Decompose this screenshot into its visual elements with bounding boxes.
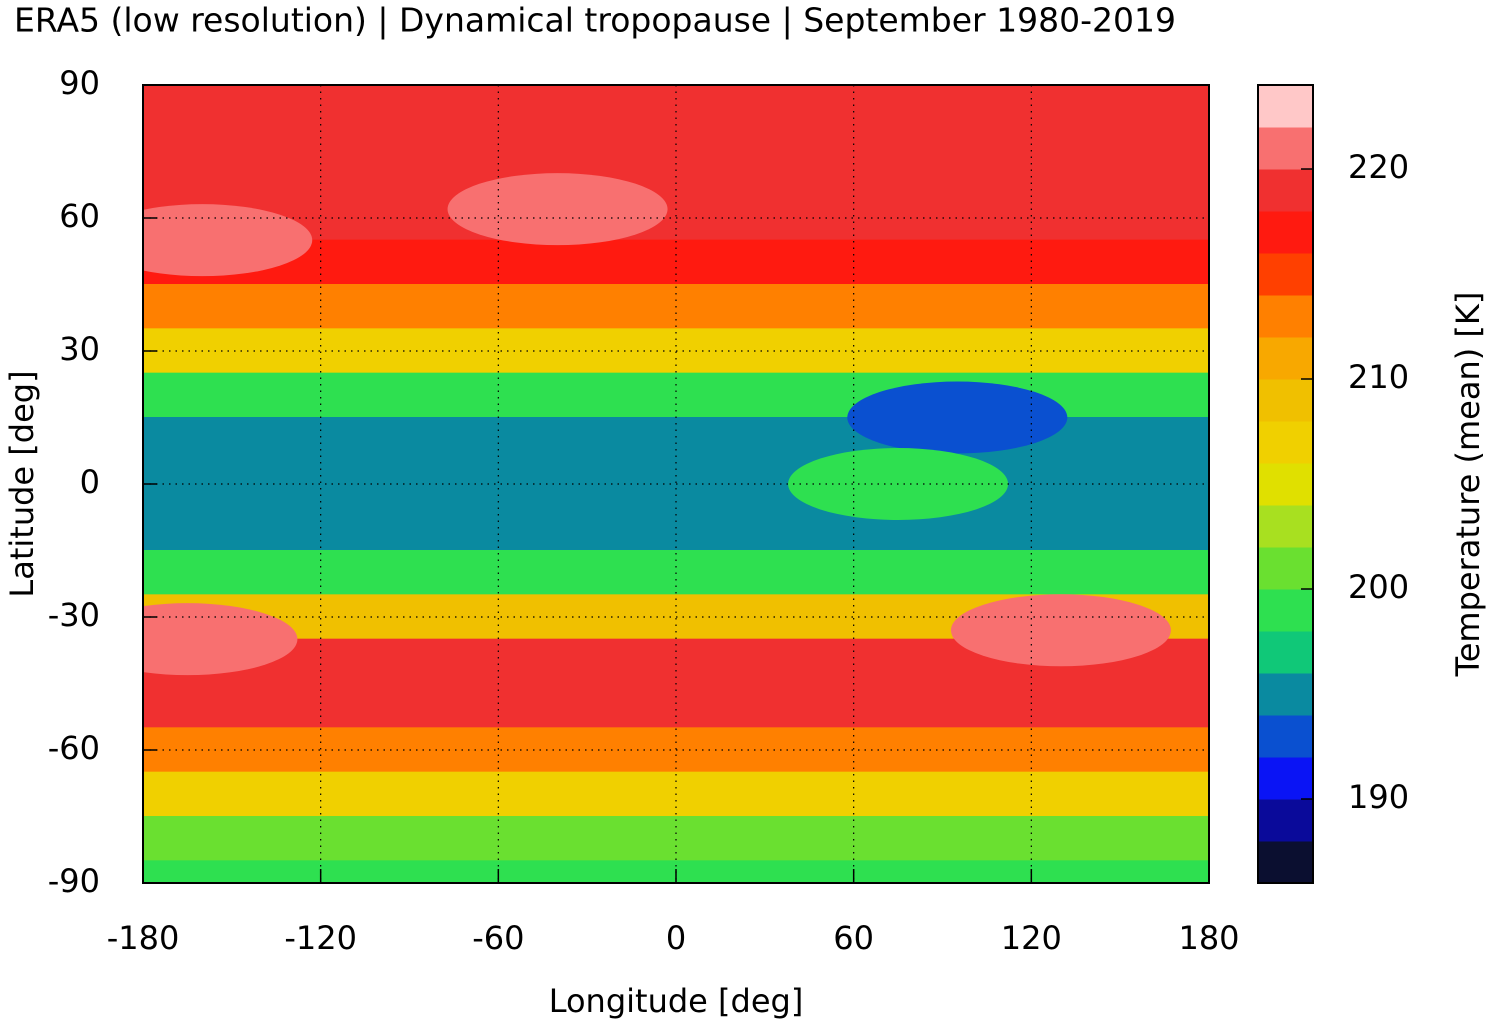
colorbar-swatch xyxy=(1258,127,1313,170)
field-band xyxy=(143,106,1209,152)
field-feature xyxy=(143,204,313,277)
colorbar-swatch xyxy=(1258,379,1313,422)
y-tick-label: -90 xyxy=(48,862,100,900)
field-feature xyxy=(847,381,1068,454)
plot-frame xyxy=(142,84,1210,884)
x-tick-label: 180 xyxy=(1178,919,1239,957)
colorbar-frame xyxy=(1257,84,1314,884)
x-tick-label: 0 xyxy=(666,919,686,957)
field-band xyxy=(143,151,1209,197)
y-tick-label: 30 xyxy=(59,330,100,368)
colorbar-swatch xyxy=(1258,589,1313,632)
colorbar-swatch xyxy=(1258,841,1313,884)
overlay: -180 -120 -60 0 60 120 180 -90 -60 -30 0 30 60 90 190 2… xyxy=(48,64,1409,957)
x-axis-label: Longitude [deg] xyxy=(549,982,804,1020)
y-tick-label: 0 xyxy=(80,463,100,501)
colorbar-swatch xyxy=(1258,421,1313,464)
colorbar-swatch xyxy=(1258,295,1313,338)
field-band xyxy=(143,239,1209,285)
field-band xyxy=(143,816,1209,862)
field-feature xyxy=(447,173,668,246)
y-axis-label: Latitude [deg] xyxy=(3,370,41,597)
colorbar-tick-label: 200 xyxy=(1348,568,1409,606)
x-tick-label: 120 xyxy=(1001,919,1062,957)
chart-title: ERA5 (low resolution) | Dynamical tropop… xyxy=(14,1,1176,40)
field-band xyxy=(143,85,1209,108)
y-tick-label: 90 xyxy=(59,64,100,102)
x-tick-label: 60 xyxy=(833,919,874,957)
colorbar-tick-label: 190 xyxy=(1348,778,1409,816)
x-tick-label: -120 xyxy=(284,919,357,957)
colorbar-swatch xyxy=(1258,337,1313,380)
colorbar-swatch xyxy=(1258,211,1313,254)
colorbar-swatch xyxy=(1258,253,1313,296)
y-tick-label: -30 xyxy=(48,596,100,634)
colorbar-swatch xyxy=(1258,505,1313,548)
field-feature xyxy=(143,603,298,676)
colorbar-swatch xyxy=(1258,757,1313,800)
field xyxy=(143,85,1209,883)
colorbar-swatch xyxy=(1258,85,1313,128)
colorbar-swatch xyxy=(1258,799,1313,842)
y-tick-label: -60 xyxy=(48,729,100,767)
colorbar-swatch xyxy=(1258,673,1313,716)
x-tick-label: -180 xyxy=(107,919,180,957)
colorbar-tick-label: 220 xyxy=(1348,148,1409,186)
colorbar-swatch xyxy=(1258,169,1313,212)
x-tick-label: -60 xyxy=(472,919,524,957)
colorbar-label: Temperature (mean) [K] xyxy=(1449,292,1487,678)
y-tick-label: 60 xyxy=(59,197,100,235)
colorbar-swatch xyxy=(1258,715,1313,758)
field-feature xyxy=(950,594,1171,667)
colorbar-swatch xyxy=(1258,631,1313,674)
colorbar-swatch xyxy=(1258,547,1313,590)
colorbar-swatch xyxy=(1258,463,1313,506)
colorbar-tick-label: 210 xyxy=(1348,358,1409,396)
